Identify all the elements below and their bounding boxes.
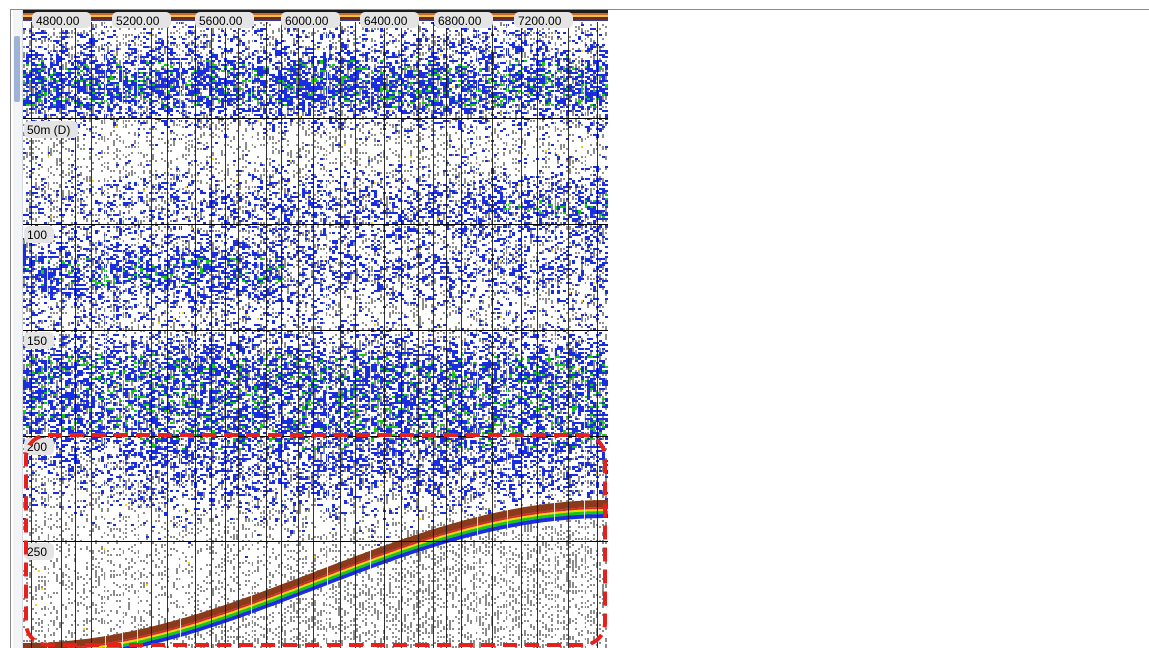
time-label-5600-text: 5600.00 bbox=[199, 14, 243, 28]
depth-label-150-text: 150 bbox=[27, 334, 47, 348]
depth-label-250: 250 bbox=[24, 543, 54, 560]
frame-left-border bbox=[10, 9, 11, 648]
scrollbar-thumb[interactable] bbox=[14, 36, 20, 102]
time-label-6800-text: 6800.00 bbox=[438, 14, 482, 28]
time-label-5200-text: 5200.00 bbox=[116, 14, 160, 28]
time-label-6000-text: 6000.00 bbox=[285, 14, 329, 28]
depth-label-50: 50m (D) bbox=[24, 121, 78, 138]
time-label-5600: 5600.00 bbox=[195, 12, 254, 28]
echogram-view[interactable]: 4800.00 5200.00 5600.00 6000.00 6400.00 … bbox=[23, 10, 608, 648]
depth-label-100-text: 100 bbox=[27, 228, 47, 242]
time-axis-labels: 4800.00 5200.00 5600.00 6000.00 6400.00 … bbox=[32, 12, 573, 28]
depth-label-100: 100 bbox=[24, 226, 54, 243]
time-label-4800-text: 4800.00 bbox=[36, 14, 80, 28]
seabed-echo bbox=[23, 500, 608, 648]
vertical-scrollbar[interactable] bbox=[13, 10, 23, 648]
time-label-7200-text: 7200.00 bbox=[518, 14, 562, 28]
echo-signal-layer bbox=[23, 22, 608, 630]
time-label-7200: 7200.00 bbox=[514, 12, 573, 28]
time-label-5200: 5200.00 bbox=[112, 12, 171, 28]
echogram-canvas[interactable]: 4800.00 5200.00 5600.00 6000.00 6400.00 … bbox=[23, 10, 608, 648]
time-label-6000: 6000.00 bbox=[281, 12, 340, 28]
time-label-6400: 6400.00 bbox=[360, 12, 419, 28]
depth-label-250-text: 250 bbox=[27, 545, 47, 559]
frame-top-border bbox=[10, 9, 1149, 10]
depth-axis-labels: 50m (D) 100 150 200 250 bbox=[24, 121, 78, 560]
time-label-6400-text: 6400.00 bbox=[364, 14, 408, 28]
highlight-dashed-region bbox=[24, 433, 607, 647]
depth-label-50-text: 50m (D) bbox=[27, 123, 70, 137]
depth-label-150: 150 bbox=[24, 332, 54, 349]
time-label-4800: 4800.00 bbox=[32, 12, 91, 28]
depth-label-200: 200 bbox=[24, 438, 54, 455]
time-label-6800: 6800.00 bbox=[434, 12, 493, 28]
